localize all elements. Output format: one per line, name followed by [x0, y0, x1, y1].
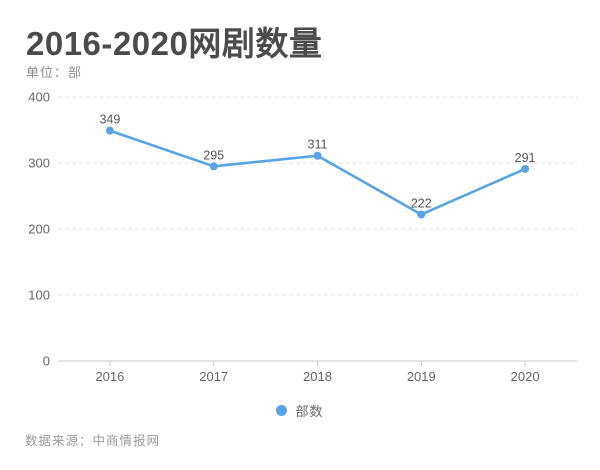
data-point[interactable] [417, 210, 426, 219]
x-axis-label: 2017 [199, 369, 228, 384]
data-point-label: 291 [515, 151, 536, 165]
x-axis-label: 2018 [303, 369, 332, 384]
page-title: 2016-2020网剧数量 [26, 25, 323, 62]
data-point[interactable] [313, 151, 322, 160]
y-axis-label: 400 [28, 90, 50, 105]
legend-marker-icon [276, 405, 288, 416]
x-axis-label: 2020 [511, 369, 540, 384]
data-point-label: 222 [411, 196, 432, 210]
y-axis-label: 0 [43, 354, 50, 369]
data-point-label: 311 [308, 138, 328, 152]
data-source: 数据来源：中商情报网 [25, 434, 161, 448]
x-axis-label: 2016 [95, 369, 124, 384]
data-point[interactable] [105, 126, 114, 135]
y-axis-label: 100 [28, 288, 50, 303]
legend-label: 部数 [295, 404, 324, 419]
y-axis-label: 300 [28, 156, 50, 171]
unit-label: 单位：部 [26, 65, 83, 80]
y-axis-label: 200 [28, 222, 50, 237]
data-point[interactable] [209, 162, 218, 171]
data-point-label: 349 [99, 113, 120, 127]
legend-item-series[interactable]: 部数 [0, 401, 600, 420]
data-point-label: 295 [203, 148, 224, 162]
x-axis-label: 2019 [407, 369, 436, 384]
data-point[interactable] [521, 164, 530, 173]
line-chart-canvas: 0 100 200 300 400 2016 2017 2018 2019 2020 349 295 3… [28, 90, 577, 384]
